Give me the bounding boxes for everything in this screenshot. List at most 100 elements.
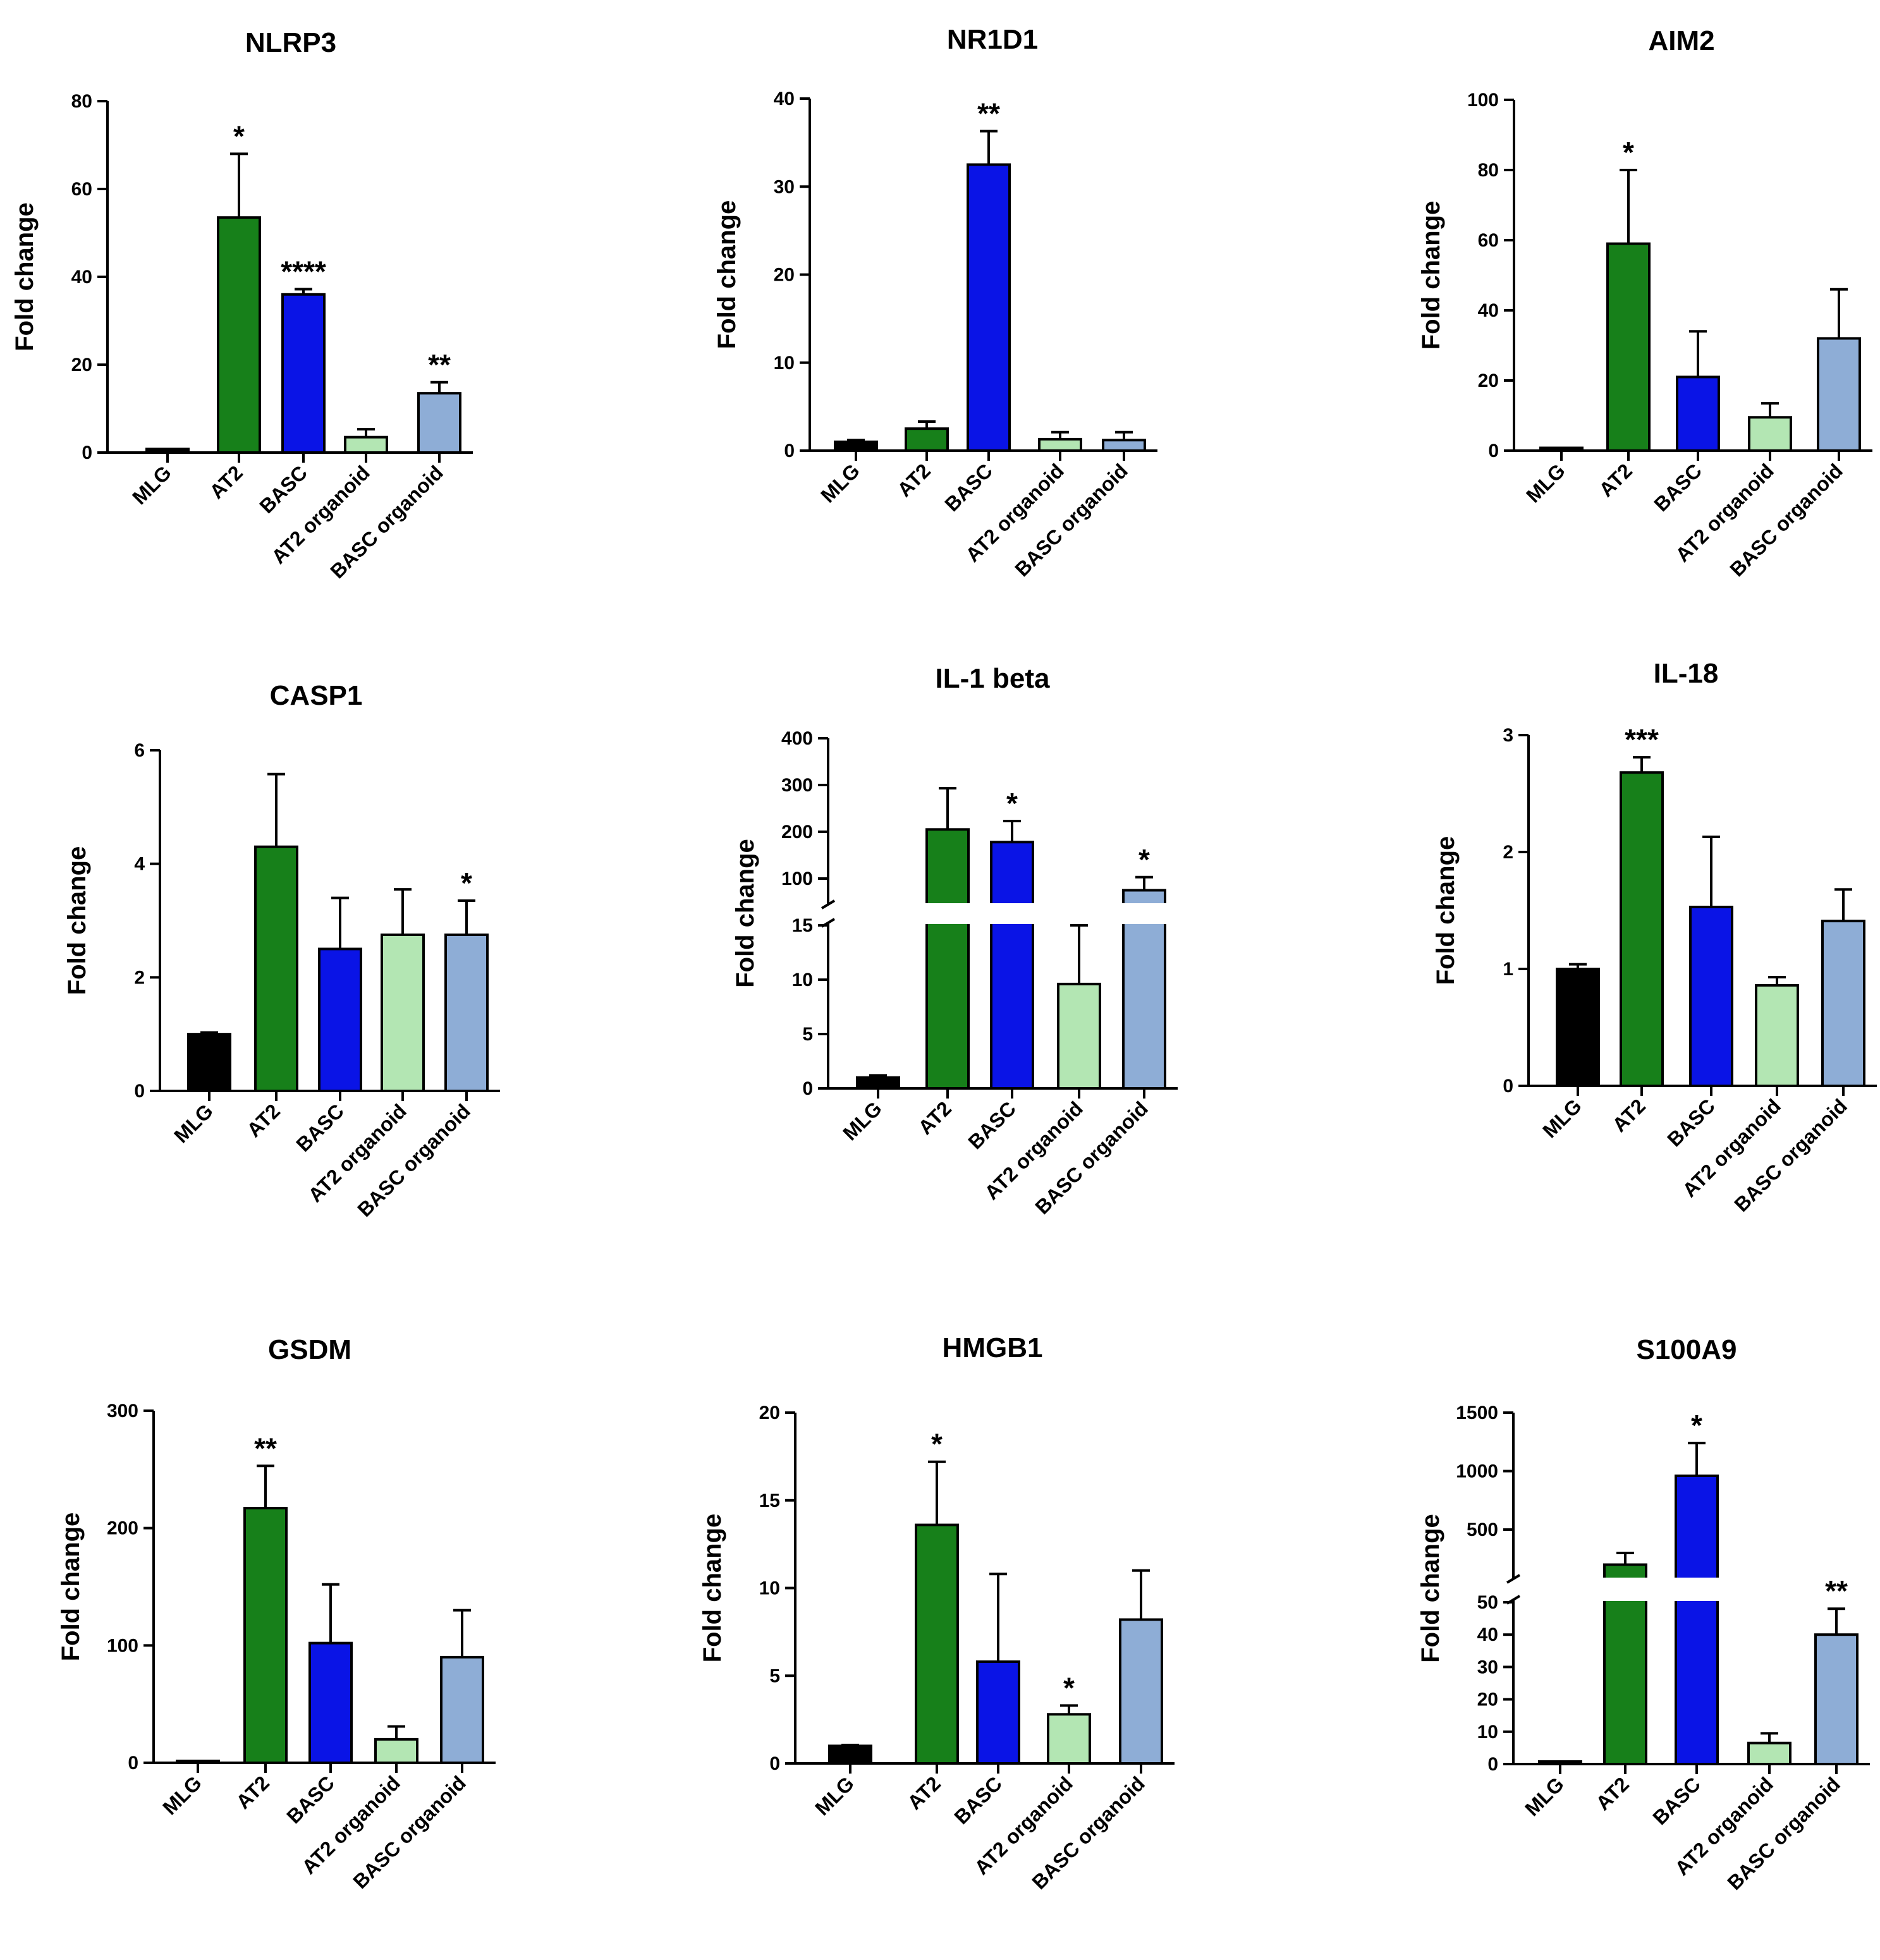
- x-tick-label: AT2: [205, 461, 247, 503]
- x-tick-label: BASC: [255, 461, 312, 518]
- bar-break-gap: [1602, 1578, 1648, 1601]
- bar: [1119, 1618, 1163, 1765]
- y-tick-label: 0: [784, 441, 795, 461]
- bar: [1057, 982, 1101, 1090]
- x-tick-label: BASC organoid: [1723, 1772, 1845, 1894]
- y-tick-label: 100: [107, 1635, 138, 1656]
- bar: [1817, 337, 1861, 453]
- bar: [344, 435, 388, 454]
- y-tick-label: 5: [769, 1665, 780, 1686]
- chart-title: CASP1: [270, 680, 363, 711]
- significance-label: *: [1063, 1671, 1075, 1704]
- chart-title: HMGB1: [943, 1332, 1043, 1363]
- bar: [828, 1744, 872, 1765]
- bar: [856, 1076, 900, 1090]
- y-tick-label: 100: [781, 868, 813, 889]
- y-tick-label: 2: [134, 967, 145, 988]
- chart-title: AIM2: [1648, 25, 1714, 56]
- y-tick-label: 3: [1503, 725, 1513, 746]
- chart-title: NR1D1: [947, 24, 1038, 55]
- y-tick-label: 300: [781, 775, 813, 796]
- y-tick-label: 80: [1478, 160, 1499, 181]
- bar: [417, 392, 461, 454]
- x-tick-label: BASC: [963, 1097, 1020, 1153]
- y-tick-label: 20: [759, 1403, 780, 1423]
- bar: [1821, 920, 1865, 1088]
- y-axis-label: Fold change: [731, 839, 759, 988]
- bar: [905, 427, 949, 452]
- significance-label: **: [977, 97, 1000, 130]
- bar: [1556, 968, 1600, 1087]
- x-tick-label: BASC: [949, 1772, 1006, 1829]
- bar-break-gap: [1674, 1578, 1719, 1601]
- y-tick-label: 2: [1503, 842, 1513, 863]
- significance-label: *: [1138, 843, 1150, 876]
- significance-label: *: [233, 119, 245, 152]
- x-tick-label: MLG: [1538, 1094, 1586, 1142]
- y-tick-label: 20: [1477, 1689, 1498, 1710]
- bar: [318, 947, 362, 1092]
- y-tick-label: 20: [71, 355, 92, 375]
- y-tick-label: 6: [134, 740, 145, 761]
- x-tick-label: MLG: [169, 1099, 217, 1147]
- x-tick-label: BASC organoid: [1730, 1094, 1852, 1216]
- bar: [967, 163, 1011, 452]
- chart-title: GSDM: [268, 1334, 351, 1365]
- bar: [308, 1641, 353, 1765]
- x-tick-label: BASC: [282, 1771, 339, 1828]
- bar: [1689, 905, 1733, 1087]
- y-tick-label: 500: [1467, 1519, 1498, 1540]
- y-axis-label: Fold change: [1417, 201, 1445, 350]
- x-tick-label: AT2: [893, 459, 935, 501]
- y-tick-label: 1000: [1456, 1461, 1498, 1482]
- y-tick-label: 0: [1503, 1076, 1513, 1097]
- y-tick-label: 200: [781, 822, 813, 843]
- significance-label: ****: [281, 255, 326, 288]
- x-tick-label: AT2: [1594, 459, 1637, 501]
- y-tick-label: 10: [792, 970, 813, 990]
- y-axis-label: Fold change: [11, 202, 39, 351]
- y-axis-label: Fold change: [57, 1513, 85, 1662]
- bar: [1814, 1633, 1859, 1765]
- bar: [1748, 416, 1792, 453]
- x-tick-label: MLG: [810, 1772, 858, 1820]
- x-tick-label: MLG: [838, 1097, 886, 1145]
- x-tick-label: MLG: [1522, 459, 1570, 507]
- y-tick-label: 0: [134, 1081, 145, 1102]
- significance-label: *: [931, 1428, 943, 1461]
- significance-label: **: [428, 348, 451, 381]
- y-tick-label: 40: [774, 88, 795, 109]
- y-axis-label: Fold change: [63, 846, 91, 995]
- bar: [243, 1507, 288, 1764]
- x-tick-label: MLG: [816, 459, 864, 507]
- bar-break-gap: [989, 903, 1035, 924]
- y-tick-label: 100: [1467, 90, 1499, 111]
- significance-label: **: [254, 1432, 277, 1464]
- bar: [1539, 446, 1584, 452]
- chart-title: IL-18: [1654, 658, 1719, 689]
- bar: [381, 933, 425, 1093]
- bar: [217, 216, 261, 454]
- y-axis-label: Fold change: [1417, 1514, 1444, 1663]
- y-tick-label: 20: [774, 265, 795, 286]
- bar: [1675, 1474, 1719, 1765]
- x-tick-label: AT2: [1608, 1094, 1650, 1136]
- chart-panel: NLRP3 Fold change 0 20 40 60 80 MLG * AT2 **** BASC…: [11, 27, 473, 583]
- y-tick-label: 10: [1477, 1722, 1498, 1743]
- y-tick-label: 80: [71, 91, 92, 112]
- y-tick-label: 0: [128, 1753, 138, 1774]
- bar: [990, 841, 1034, 1090]
- bar: [1755, 983, 1799, 1088]
- y-axis-label: Fold change: [1432, 836, 1460, 985]
- x-tick-label: AT2: [913, 1097, 956, 1139]
- significance-label: *: [1006, 787, 1018, 820]
- y-tick-label: 40: [1478, 300, 1499, 321]
- bar-break-gap: [1121, 903, 1167, 924]
- x-tick-label: BASC: [940, 459, 997, 516]
- y-tick-label: 0: [82, 442, 92, 463]
